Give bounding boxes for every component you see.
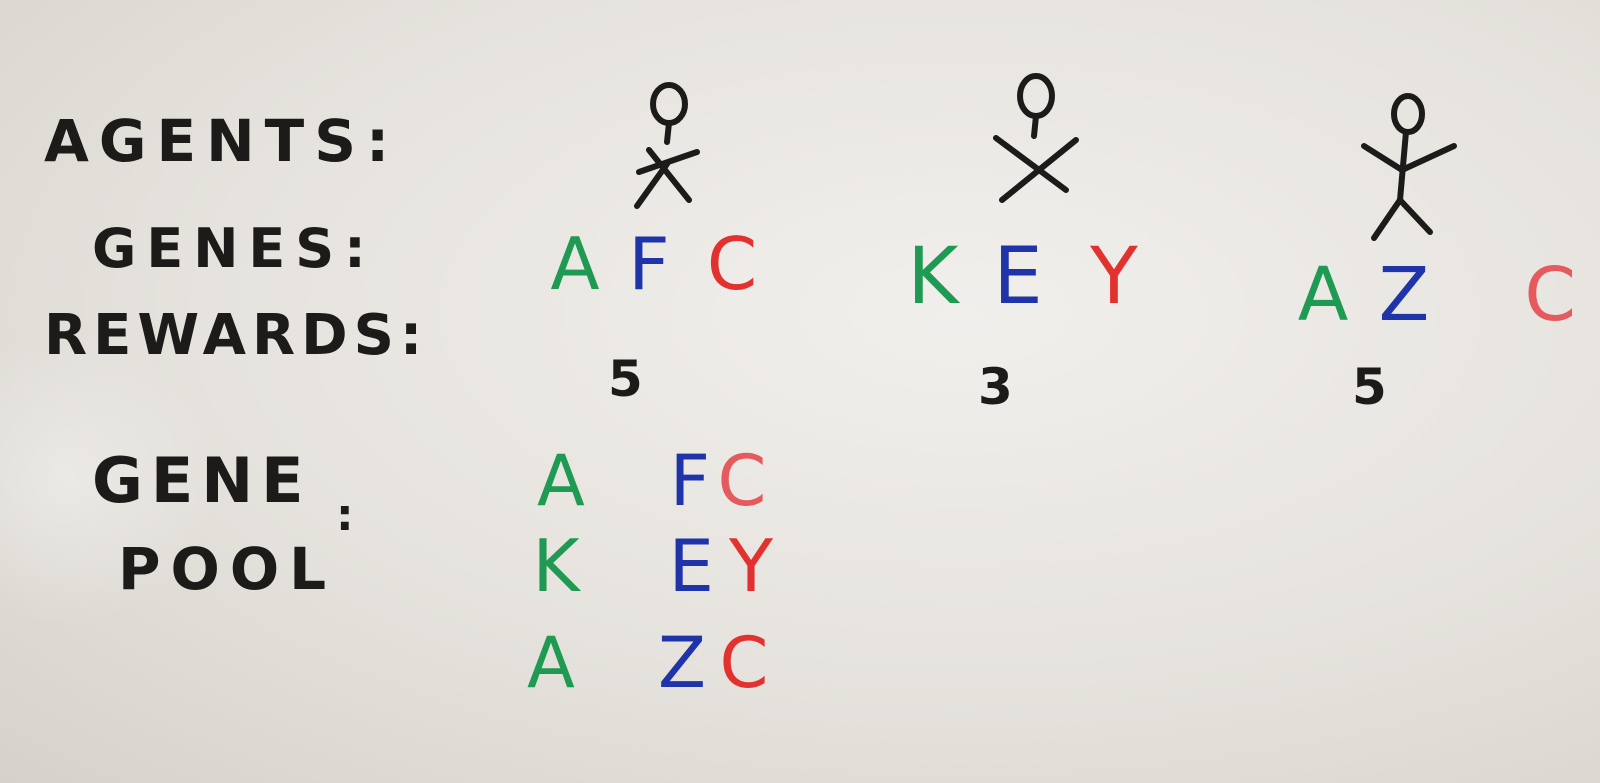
gene-letter: Z bbox=[1378, 252, 1430, 338]
gene-letter: F bbox=[669, 440, 710, 522]
agent-3-reward: 5 bbox=[1352, 358, 1387, 416]
stick-figure-icon bbox=[1361, 93, 1457, 241]
gene-letter: Z bbox=[658, 622, 706, 704]
gene-letter: A bbox=[550, 222, 600, 306]
gene-letter: Y bbox=[729, 524, 773, 608]
gene-pool-colon: : bbox=[336, 490, 354, 541]
stick-figure-icon bbox=[634, 82, 700, 209]
gene-pool-row: A F C bbox=[530, 446, 774, 516]
stick-figure-icon bbox=[993, 73, 1079, 203]
agent-1-genes: A F C bbox=[546, 228, 770, 300]
gene-pool-row: A Z C bbox=[520, 628, 782, 698]
gene-letter: Y bbox=[1090, 232, 1138, 322]
whiteboard-glare bbox=[0, 330, 220, 630]
gene-letter: E bbox=[668, 524, 715, 608]
gene-pool-label-line2: POOL bbox=[118, 535, 337, 603]
agent-2-genes: K E Y bbox=[906, 238, 1152, 316]
gene-pool-row: K E Y bbox=[528, 530, 788, 602]
gene-pool-label-line1: GENE bbox=[92, 444, 312, 517]
rewards-label: REWARDS: bbox=[44, 303, 429, 368]
gene-letter: A bbox=[537, 440, 585, 522]
gene-letter: F bbox=[628, 222, 670, 306]
agent-2-reward: 3 bbox=[978, 358, 1013, 416]
agent-3-genes: A Z C bbox=[1294, 258, 1576, 332]
gene-letter: C bbox=[706, 222, 758, 306]
gene-letter: E bbox=[993, 232, 1043, 322]
gene-letter: C bbox=[717, 440, 767, 522]
genes-label: GENES: bbox=[92, 217, 376, 280]
gene-letter: C bbox=[719, 622, 769, 704]
gene-letter: A bbox=[1297, 252, 1349, 338]
agent-1-reward: 5 bbox=[608, 350, 643, 408]
gene-letter: C bbox=[1524, 252, 1576, 338]
gene-letter: K bbox=[532, 524, 580, 608]
gene-letter: A bbox=[527, 622, 575, 704]
gene-letter: K bbox=[907, 232, 959, 322]
agents-label: AGENTS: bbox=[44, 107, 400, 175]
